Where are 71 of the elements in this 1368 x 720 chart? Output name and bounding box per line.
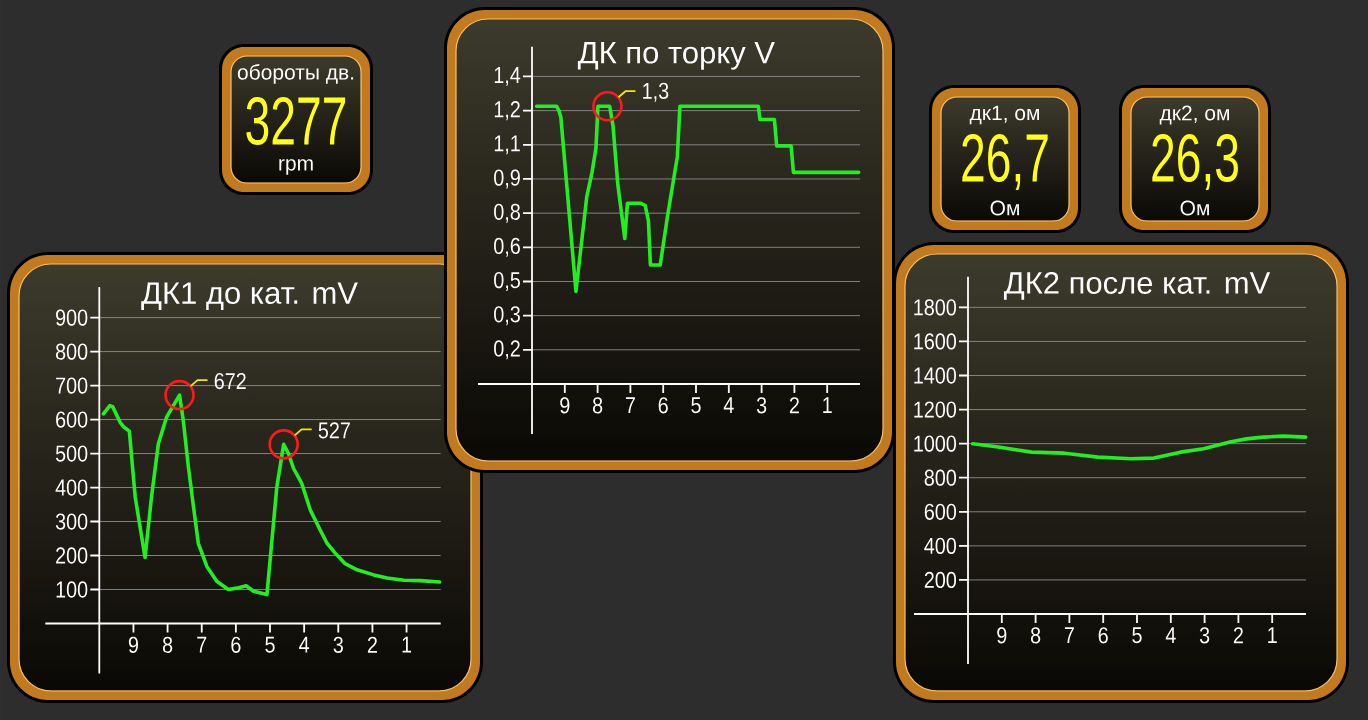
y-tick-label: 400 bbox=[924, 537, 957, 554]
x-tick-label: 7 bbox=[197, 636, 207, 653]
y-tick-label: 0,8 bbox=[494, 203, 520, 223]
y-tick-label: 600 bbox=[924, 503, 957, 520]
y-tick-label: 800 bbox=[924, 469, 957, 486]
y-tick-label: 800 bbox=[55, 343, 88, 360]
x-tick-label: 9 bbox=[560, 397, 570, 414]
chart-title: ДК по торку V bbox=[577, 41, 775, 70]
x-tick-label: 4 bbox=[1165, 627, 1176, 644]
y-tick-label: 700 bbox=[56, 377, 88, 394]
y-tick-label: 1000 bbox=[914, 435, 957, 452]
x-tick-label: 8 bbox=[1030, 627, 1041, 644]
text: обороты дв. bbox=[237, 64, 354, 84]
x-tick-label: 9 bbox=[128, 636, 139, 653]
y-tick-label: 1,2 bbox=[494, 101, 520, 121]
text: 26,3 bbox=[1152, 133, 1238, 191]
y-tick-label: 200 bbox=[56, 547, 88, 564]
y-tick-label: 1600 bbox=[914, 333, 957, 350]
y-tick-label: 1,1 bbox=[494, 135, 520, 155]
x-tick-label: 7 bbox=[625, 397, 635, 414]
y-tick-label: 0,3 bbox=[494, 306, 520, 326]
x-tick-label: 2 bbox=[789, 397, 799, 414]
x-tick-label: 1 bbox=[1268, 627, 1277, 644]
x-tick-label: 5 bbox=[1132, 627, 1142, 644]
x-tick-label: 3 bbox=[333, 636, 343, 653]
annotation: 672 bbox=[214, 372, 246, 390]
line-series bbox=[970, 434, 1308, 461]
x-tick-label: 3 bbox=[756, 397, 767, 414]
y-tick-label: 0,6 bbox=[494, 237, 520, 257]
annotation: 527 bbox=[318, 422, 350, 439]
y-tick-label: 1400 bbox=[914, 367, 957, 384]
text: дк1, ом bbox=[969, 105, 1039, 125]
text: Ом bbox=[1180, 200, 1209, 216]
y-tick-label: 0,9 bbox=[494, 169, 520, 189]
text: 26,7 bbox=[962, 133, 1048, 191]
x-tick-label: 5 bbox=[691, 397, 701, 414]
x-tick-label: 3 bbox=[1199, 627, 1210, 644]
y-tick-label: 0,5 bbox=[494, 271, 520, 291]
x-tick-label: 4 bbox=[299, 636, 310, 653]
x-tick-label: 8 bbox=[162, 636, 173, 653]
y-tick-label: 600 bbox=[56, 411, 88, 428]
y-tick-label: 400 bbox=[55, 479, 88, 496]
x-tick-label: 7 bbox=[1064, 627, 1074, 644]
y-tick-label: 0,2 bbox=[494, 340, 520, 360]
text: дк2, ом bbox=[1159, 105, 1229, 125]
x-tick-label: 2 bbox=[1233, 627, 1243, 644]
text: rpm bbox=[279, 159, 313, 175]
x-tick-label: 6 bbox=[1098, 627, 1108, 644]
x-tick-label: 6 bbox=[658, 397, 668, 414]
x-tick-label: 4 bbox=[723, 397, 734, 414]
x-tick-label: 2 bbox=[367, 636, 377, 653]
x-tick-label: 6 bbox=[231, 636, 241, 653]
y-tick-label: 900 bbox=[56, 309, 88, 326]
line-series bbox=[534, 104, 861, 294]
x-tick-label: 1 bbox=[823, 397, 832, 414]
x-tick-label: 1 bbox=[402, 636, 412, 653]
text: Ом bbox=[990, 200, 1019, 216]
y-tick-label: 200 bbox=[924, 571, 957, 589]
y-tick-label: 1800 bbox=[914, 299, 957, 316]
y-tick-label: 1200 bbox=[914, 401, 957, 418]
y-tick-label: 300 bbox=[55, 513, 88, 530]
x-tick-label: 9 bbox=[997, 627, 1007, 644]
chart-title: ДК1 до кат. mV bbox=[141, 282, 358, 310]
chart-title: ДК2 после кат. mV bbox=[1003, 271, 1271, 300]
annotation: 1,3 bbox=[643, 82, 669, 102]
x-tick-label: 5 bbox=[265, 636, 275, 653]
y-tick-label: 500 bbox=[55, 445, 88, 462]
x-tick-label: 8 bbox=[592, 397, 603, 414]
y-tick-label: 100 bbox=[56, 581, 88, 598]
text: 3277 bbox=[246, 96, 346, 146]
y-tick-label: 1,4 bbox=[494, 67, 521, 86]
